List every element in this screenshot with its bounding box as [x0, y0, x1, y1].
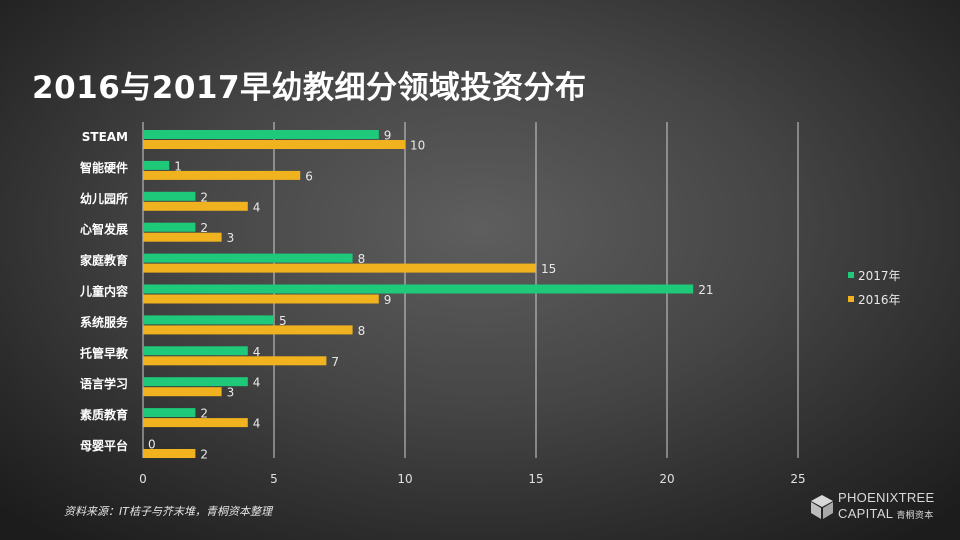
- value-label-2016: 8: [358, 324, 366, 338]
- category-label: STEAM: [82, 130, 128, 144]
- category-label: 家庭教育: [80, 253, 128, 268]
- phoenixtree-logo: PHOENIXTREE CAPITAL 青桐资本: [810, 488, 956, 532]
- x-tick-label: 10: [397, 472, 412, 486]
- bar-2016: [143, 294, 379, 304]
- bar-2016: [143, 449, 196, 458]
- bar-2017: [143, 160, 170, 170]
- bar-2016: [143, 325, 353, 335]
- value-label-2017: 9: [384, 129, 392, 143]
- page-title: 2016与2017早幼教细分领域投资分布: [32, 70, 587, 106]
- x-tick-label: 25: [790, 472, 805, 486]
- value-label-2016: 10: [410, 139, 425, 153]
- category-label: 语言学习: [80, 376, 128, 391]
- legend-label-2016: 2016年: [858, 293, 901, 307]
- bar-2017: [143, 315, 274, 325]
- value-label-2016: 15: [541, 262, 556, 276]
- cube-logo-icon: [811, 495, 833, 519]
- bar-2017: [143, 377, 248, 387]
- value-label-2017: 2: [200, 190, 208, 204]
- bar-2017: [143, 284, 694, 294]
- value-label-2016: 4: [253, 200, 261, 214]
- bar-2016: [143, 263, 536, 273]
- legend-label-2017: 2017年: [858, 269, 901, 283]
- category-label: 托管早教: [80, 345, 129, 360]
- category-label: 儿童内容: [79, 284, 128, 299]
- bar-2016: [143, 232, 222, 242]
- category-label: 系统服务: [80, 314, 129, 329]
- bar-2017: [143, 253, 353, 263]
- bar-2016: [143, 387, 222, 397]
- category-labels: STEAM 智能硬件幼儿园所心智发展家庭教育儿童内容系统服务托管早教语言学习素质教…: [79, 130, 129, 453]
- value-label-2016: 9: [384, 293, 392, 307]
- category-label: 幼儿园所: [80, 191, 128, 206]
- value-label-2016: 7: [331, 355, 339, 369]
- category-label: 素质教育: [80, 407, 128, 422]
- value-label-2017: 2: [200, 407, 208, 421]
- value-label-2017: 21: [698, 283, 713, 297]
- x-tick-label: 15: [528, 472, 543, 486]
- legend-swatch-2017: [848, 272, 854, 278]
- bar-2017: [143, 130, 379, 139]
- legend: 2017年 2016年: [848, 269, 901, 307]
- bar-2017: [143, 222, 196, 232]
- logo-text-cn: 青桐资本: [896, 510, 934, 520]
- category-label: 母婴平台: [80, 438, 128, 453]
- bar-2016: [143, 356, 327, 366]
- value-label-2017: 2: [200, 221, 208, 235]
- bars: [143, 130, 694, 458]
- value-label-2016: 4: [253, 417, 261, 431]
- value-label-2017: 0: [148, 438, 156, 452]
- x-tick-label: 5: [270, 472, 278, 486]
- logo-text-capital: CAPITAL: [838, 506, 894, 521]
- value-label-2017: 8: [358, 252, 366, 266]
- value-label-2016: 2: [200, 448, 208, 462]
- bar-2016: [143, 140, 405, 149]
- value-label-2017: 4: [253, 345, 261, 359]
- x-tick-label: 0: [139, 472, 147, 486]
- category-label: 心智发展: [80, 222, 128, 237]
- category-label: 智能硬件: [79, 160, 128, 175]
- logo-text-line2: CAPITAL 青桐资本: [838, 506, 934, 521]
- value-labels: 9 10 1 6 2 4 2 3 8 15 21 9 5 8 4 7 4 3 2 4 0 2: [148, 129, 713, 462]
- x-axis-ticks: 0 5 10 15 20 25: [139, 472, 805, 486]
- value-label-2017: 5: [279, 314, 287, 328]
- value-label-2016: 6: [305, 169, 313, 183]
- value-label-2016: 3: [227, 231, 235, 245]
- value-label-2016: 3: [227, 386, 235, 400]
- x-tick-label: 20: [659, 472, 674, 486]
- logo-text-line1: PHOENIXTREE: [838, 490, 935, 505]
- value-label-2017: 1: [174, 159, 182, 173]
- bar-2017: [143, 408, 196, 418]
- legend-swatch-2016: [848, 296, 854, 302]
- bar-2016: [143, 418, 248, 428]
- bar-2017: [143, 191, 196, 201]
- source-note: 资料来源：IT桔子与芥末堆，青桐资本整理: [64, 505, 272, 518]
- value-label-2017: 4: [253, 376, 261, 390]
- bar-2016: [143, 170, 301, 180]
- bar-2017: [143, 346, 248, 356]
- bar-2016: [143, 201, 248, 211]
